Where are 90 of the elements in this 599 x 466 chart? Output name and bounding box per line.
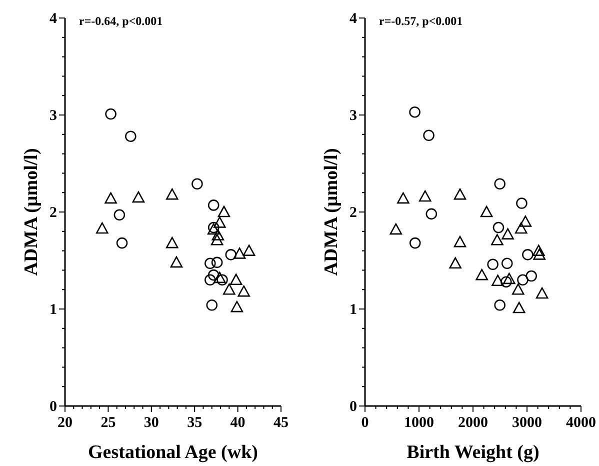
point xyxy=(418,190,432,202)
point xyxy=(423,130,434,142)
point xyxy=(105,108,116,120)
point xyxy=(480,206,493,218)
point xyxy=(114,209,126,221)
point xyxy=(233,248,246,259)
point xyxy=(204,258,216,270)
point xyxy=(230,300,244,312)
point xyxy=(390,223,402,235)
point xyxy=(96,222,108,234)
point xyxy=(409,237,421,249)
point xyxy=(206,299,218,311)
y-tick-label: 4 xyxy=(50,11,58,27)
point xyxy=(218,206,230,218)
point xyxy=(532,244,545,256)
point xyxy=(476,268,488,280)
point xyxy=(223,283,236,295)
y-tick-label: 0 xyxy=(350,399,357,415)
point xyxy=(516,198,528,209)
y-tick-label: 1 xyxy=(350,302,357,318)
x-tick-label: 35 xyxy=(187,415,202,431)
x-tick-label: 45 xyxy=(274,415,288,431)
point xyxy=(211,256,223,268)
point xyxy=(170,256,183,268)
point xyxy=(514,222,528,234)
point xyxy=(449,257,462,269)
point xyxy=(526,270,538,282)
point xyxy=(125,130,136,142)
point xyxy=(517,274,528,286)
x-tick-label: 20 xyxy=(58,415,72,431)
point xyxy=(522,249,534,260)
point xyxy=(454,236,466,248)
point xyxy=(500,276,512,288)
y-tick-label: 3 xyxy=(50,108,57,124)
point xyxy=(397,192,410,204)
annotation: r=-0.57, p<0.001 xyxy=(379,14,463,28)
x-tick-label: 0 xyxy=(361,415,369,431)
point xyxy=(166,188,178,200)
y-tick-label: 1 xyxy=(50,302,57,318)
point xyxy=(519,216,532,227)
point xyxy=(214,272,226,284)
point xyxy=(212,229,224,240)
x-tick-label: 30 xyxy=(144,415,159,431)
annotation: r=-0.64, p<0.001 xyxy=(79,14,163,28)
point xyxy=(192,178,203,190)
y-tick-label: 3 xyxy=(350,108,357,124)
point xyxy=(166,236,178,248)
point xyxy=(104,192,117,204)
point xyxy=(214,216,226,228)
point xyxy=(492,274,504,286)
y-tick-label: 4 xyxy=(350,11,358,27)
point xyxy=(492,222,504,234)
point xyxy=(512,302,526,314)
point xyxy=(536,287,548,299)
x-axis-title: Gestational Age (wk) xyxy=(88,442,258,463)
x-axis-title: Birth Weight (g) xyxy=(406,442,540,463)
y-tick-label: 2 xyxy=(350,205,357,221)
point xyxy=(116,237,128,249)
y-tick-label: 2 xyxy=(50,205,57,221)
point xyxy=(494,299,506,311)
x-tick-label: 25 xyxy=(100,415,116,431)
point xyxy=(225,249,237,260)
point xyxy=(242,244,256,256)
point xyxy=(503,272,516,284)
y-axis-title: ADMA (µmol/l) xyxy=(321,148,342,276)
point xyxy=(494,178,506,190)
point xyxy=(230,274,242,286)
point xyxy=(208,269,220,281)
x-tick-label: 2000 xyxy=(458,415,488,431)
point xyxy=(454,188,466,200)
x-tick-label: 3000 xyxy=(512,415,542,431)
point xyxy=(512,283,524,295)
point xyxy=(204,274,216,286)
point xyxy=(491,234,504,246)
y-axis-title: ADMA (µmol/l) xyxy=(21,148,42,276)
point xyxy=(426,208,438,220)
point xyxy=(501,258,513,270)
point xyxy=(208,200,220,211)
point xyxy=(210,234,224,246)
x-tick-label: 4000 xyxy=(566,415,596,431)
point xyxy=(487,258,498,270)
x-tick-label: 40 xyxy=(230,415,246,431)
point xyxy=(238,285,250,297)
point xyxy=(533,248,546,260)
point xyxy=(216,274,228,286)
point xyxy=(132,191,145,203)
x-tick-label: 1000 xyxy=(404,415,434,431)
point xyxy=(409,106,420,118)
point xyxy=(502,228,514,240)
y-tick-label: 0 xyxy=(50,399,57,415)
